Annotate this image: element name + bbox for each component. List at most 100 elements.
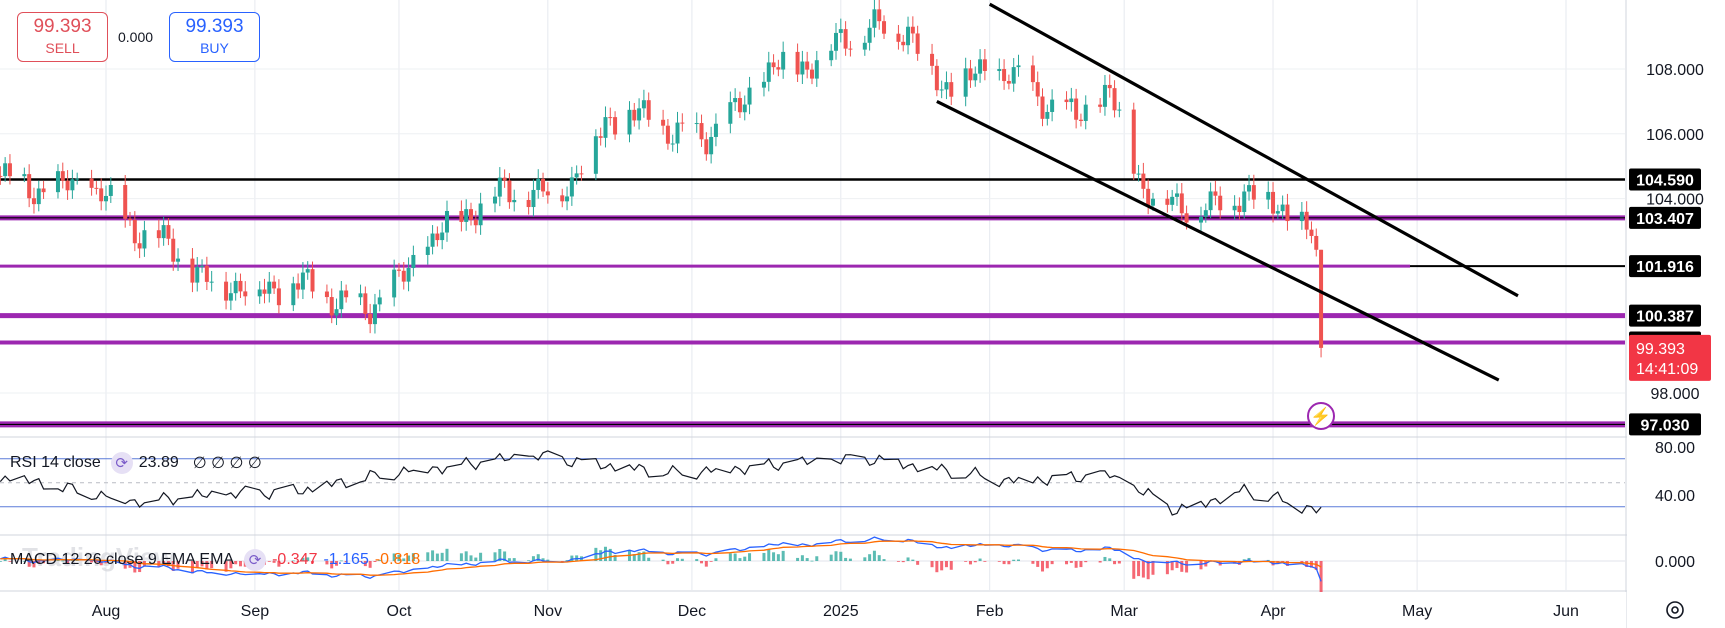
candle-body [1098, 104, 1103, 107]
rsi-tick-label: 80.00 [1655, 440, 1695, 457]
macd-hist-bar [743, 556, 747, 561]
macd-hist-bar [748, 553, 752, 561]
horizontal-levels[interactable] [0, 178, 1625, 428]
candle-body [1002, 69, 1007, 82]
candle-body [872, 9, 877, 28]
candle-body [171, 238, 176, 262]
price-badge[interactable]: 97.030 [1629, 413, 1701, 436]
macd-hist-bar [666, 561, 670, 565]
macd-hist-bar [339, 560, 343, 562]
candle-body [0, 175, 3, 177]
rsi-legend[interactable]: RSI 14 close ⟳ 23.89 ∅ ∅ ∅ ∅ [10, 450, 262, 476]
macd-hist-bar [776, 554, 780, 561]
candle-body [1006, 81, 1011, 84]
settings-gear-ring[interactable] [1666, 601, 1684, 619]
candle-body [161, 225, 166, 239]
candle-body [156, 230, 161, 239]
candle-body [296, 283, 301, 290]
candle-body [526, 199, 531, 208]
macd-hist-bar [296, 561, 300, 563]
time-tick-label: Feb [976, 603, 1004, 620]
candle-body [94, 187, 99, 189]
candle-body [1078, 119, 1083, 121]
candle-body [574, 173, 579, 178]
lightning-icon-glyph[interactable]: ⚡ [1310, 406, 1331, 427]
macd-hist-bar [1036, 561, 1040, 567]
price-badge[interactable]: 104.590 [1629, 168, 1701, 191]
candle-body [545, 191, 550, 196]
candle-body [1232, 205, 1237, 211]
candle-body [209, 281, 214, 283]
macd-hist-bar [474, 557, 478, 561]
macd-hist-bar [815, 556, 819, 561]
macd-hist-bar [594, 547, 598, 561]
settings-gear-icon[interactable] [1666, 601, 1684, 619]
candle-body [377, 297, 382, 305]
macd-hist-bar [493, 552, 497, 561]
candle-body [1040, 96, 1045, 119]
candle-body [1251, 185, 1256, 200]
macd-hist-bar [373, 561, 377, 562]
macd-hist-bar [330, 561, 334, 569]
current-price-badge[interactable]: 99.393 14:41:09 [1629, 334, 1711, 381]
candle-body [142, 230, 147, 249]
macd-hist-bar [733, 553, 737, 561]
price-badge-bg [1629, 206, 1701, 229]
macd-hist-bar [1002, 561, 1006, 565]
macd-hist-bar [166, 561, 170, 567]
macd-legend[interactable]: MACD 12 26 close 9 EMA EMA ⟳ -0.347 -1.1… [10, 547, 426, 573]
macd-hist-bar [1069, 561, 1073, 563]
macd-hist-bar [1079, 561, 1083, 568]
candle-body [613, 117, 618, 135]
candle-body [55, 171, 60, 193]
macd-hist-bar [32, 561, 36, 568]
price-badge-bg [1629, 413, 1701, 436]
candle-body [814, 60, 819, 79]
buy-button[interactable]: 99.393 BUY [169, 12, 260, 62]
candle-body [1179, 193, 1184, 214]
channel-lower-line[interactable] [936, 99, 1500, 382]
candle-body [507, 180, 512, 203]
macd-hist-bar [1285, 561, 1289, 566]
candle-body [565, 196, 570, 202]
price-badge[interactable]: 100.387 [1629, 304, 1701, 327]
macd-hist-bar [541, 558, 545, 561]
macd-hist-bar [195, 561, 199, 568]
trend-channel[interactable]: ⚡ [936, 2, 1519, 430]
candle-body [661, 119, 666, 126]
macd-hist-bar [978, 558, 982, 561]
macd-label: MACD 12 26 close 9 EMA EMA [10, 551, 235, 568]
candle-body [1242, 191, 1247, 213]
candle-body [838, 29, 843, 33]
macd-settings-icon[interactable]: ⟳ [244, 549, 267, 571]
macd-hist-bar [8, 561, 12, 562]
macd-hist-bar [205, 561, 209, 570]
macd-hist-bar [238, 561, 242, 567]
macd-hist-bar [311, 561, 315, 564]
macd-hist-bar [704, 561, 708, 567]
price-badge[interactable]: 101.916 [1629, 255, 1701, 278]
candle-body [358, 293, 363, 298]
rsi-settings-icon[interactable]: ⟳ [110, 452, 133, 474]
candle-body [324, 291, 329, 298]
price-badge[interactable]: 103.407 [1629, 206, 1701, 229]
candle-body [41, 188, 46, 193]
candle-body [1150, 198, 1155, 206]
lightning-icon-circle[interactable] [1307, 402, 1335, 430]
candle-body [781, 51, 786, 70]
candle-body [579, 173, 584, 175]
sell-button[interactable]: 99.393 SELL [17, 12, 108, 62]
channel-upper-line[interactable] [988, 2, 1519, 298]
macd-hist-bar [695, 559, 699, 561]
candle-body [882, 21, 887, 34]
time-tick-label: Jun [1553, 603, 1579, 620]
macd-hist-bar [1113, 561, 1117, 565]
price-tick-label: 104.000 [1646, 192, 1704, 209]
settings-gear-hub[interactable] [1671, 606, 1679, 614]
macd-hist-bar [469, 555, 473, 561]
lightning-icon[interactable]: ⚡ [1307, 402, 1335, 430]
macd-hist-bar [37, 561, 41, 563]
macd-hist-bar [75, 559, 79, 561]
